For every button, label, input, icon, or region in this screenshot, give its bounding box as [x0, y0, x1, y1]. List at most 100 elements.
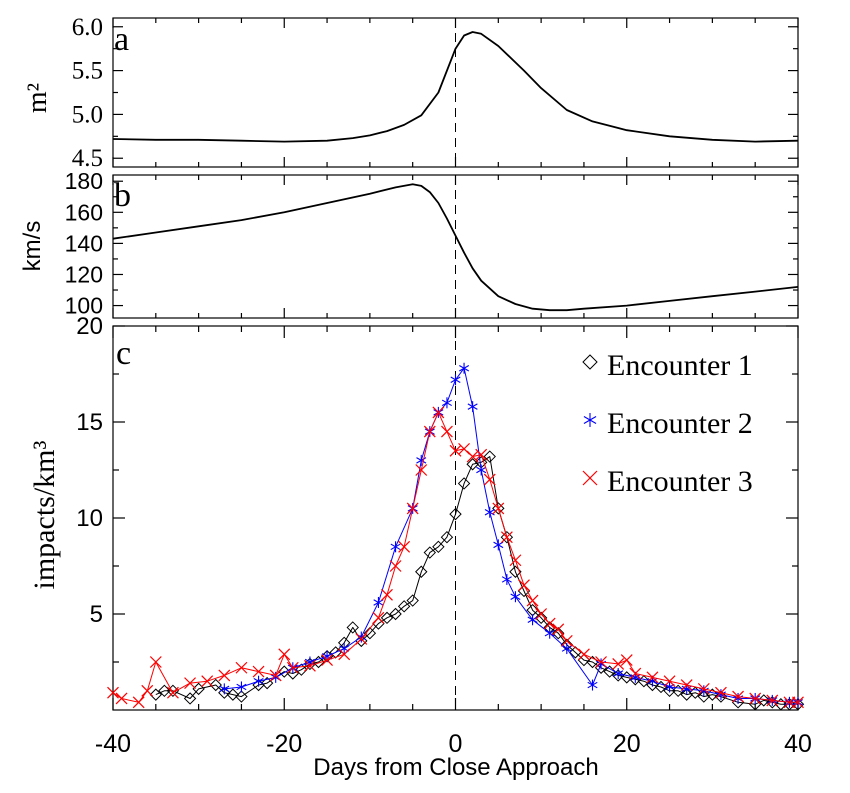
encounter-3-point	[578, 648, 590, 661]
encounter-3-point	[766, 694, 779, 707]
x-axis-label: Days from Close Approach	[313, 754, 598, 781]
panel-b-ytick-label-160: 160	[65, 199, 103, 225]
x-tick-label-minus-20: -20	[266, 730, 302, 758]
encounter-2-point-stroke	[450, 376, 461, 383]
encounter-3-point-stroke	[449, 444, 462, 457]
encounter-3-point-stroke	[783, 696, 796, 709]
legend-label-encounter-3: Encounter 3	[607, 465, 753, 498]
encounter-3-point-stroke	[620, 654, 633, 667]
encounter-3-point-stroke	[749, 692, 762, 705]
encounter-3-point	[492, 502, 505, 515]
encounter-3-point-stroke	[458, 442, 470, 455]
encounter-2-point	[459, 362, 470, 374]
legend-marker-symbol-stroke	[582, 470, 598, 486]
encounter-2-point	[476, 464, 487, 476]
encounter-2-point-stroke	[322, 653, 333, 660]
encounter-3-point-stroke	[697, 682, 710, 695]
encounter-3-point-stroke	[235, 661, 248, 674]
encounter-1-point-diamond	[714, 690, 728, 703]
encounter-1-point-diamond	[689, 686, 702, 699]
encounter-3-point	[184, 677, 196, 690]
encounter-1-point-diamond	[209, 678, 222, 692]
encounter-2-point-stroke	[219, 685, 230, 693]
encounter-2-point-stroke	[467, 403, 478, 410]
encounter-3-point-stroke	[466, 450, 479, 463]
encounter-3-point-stroke	[475, 448, 488, 461]
encounter-3-line	[112, 411, 798, 703]
encounter-1-point	[260, 676, 274, 690]
encounter-3-point	[612, 657, 625, 670]
encounter-1-point	[457, 477, 471, 490]
encounter-3-point-stroke	[115, 692, 128, 705]
encounter-3-point-stroke	[492, 502, 505, 515]
encounter-3-point	[235, 661, 248, 674]
legend-marker-encounter-1	[582, 354, 598, 370]
encounter-3-point	[620, 654, 633, 667]
panel-b-ytick-label-100: 100	[65, 293, 103, 319]
encounter-2-point-stroke	[681, 685, 692, 693]
encounter-3-point	[629, 667, 642, 680]
encounter-3-point-stroke	[149, 656, 162, 668]
encounter-2-point-stroke	[390, 543, 401, 551]
encounter-3-point-stroke	[792, 696, 804, 709]
encounter-3-point	[526, 594, 539, 607]
encounter-3-point-stroke	[389, 560, 402, 572]
encounter-2-point-stroke	[304, 658, 315, 666]
encounter-3-point-stroke	[381, 588, 393, 601]
encounter-3-point	[518, 579, 530, 592]
encounter-3-point	[141, 684, 154, 697]
encounter-2-point-stroke	[587, 681, 598, 689]
encounter-1-point-diamond	[483, 450, 496, 463]
panel-c-ytick-label-10: 10	[76, 505, 103, 532]
encounter-2-point	[441, 397, 452, 409]
encounter-1-point-diamond	[295, 663, 308, 676]
encounter-1-point-diamond	[432, 540, 445, 554]
panel-a: a m² 4.5 5.0 5.5 6.0	[22, 14, 799, 172]
encounter-2-point-stroke	[373, 599, 384, 606]
encounter-1-point	[714, 690, 728, 703]
encounter-3-point	[149, 656, 162, 668]
encounter-1-point	[183, 692, 197, 705]
encounter-1-point	[449, 507, 462, 521]
encounter-1-point	[295, 663, 308, 676]
encounter-2-point	[253, 675, 264, 687]
encounter-3-point	[218, 669, 231, 682]
encounter-1-point-diamond	[500, 530, 514, 544]
encounter-3-point-stroke	[441, 425, 453, 438]
encounter-3-point-stroke	[372, 611, 385, 624]
encounter-3-point	[304, 659, 316, 672]
encounter-3-point-stroke	[132, 696, 145, 709]
encounter-1-point	[603, 665, 616, 678]
encounter-1-point	[363, 626, 377, 640]
encounter-1-point-diamond	[158, 684, 171, 698]
encounter-3-point-stroke	[732, 690, 744, 703]
encounter-1-point-diamond	[552, 626, 565, 640]
encounter-2-point	[373, 596, 384, 608]
encounter-3-point	[792, 696, 804, 709]
encounter-3-point-stroke	[578, 648, 590, 661]
encounter-2-point	[236, 681, 247, 693]
encounter-3-point-stroke	[509, 554, 522, 567]
panel-c-ytick-label-20: 20	[76, 313, 103, 340]
encounter-1-point-diamond	[706, 688, 719, 701]
encounter-1-point	[226, 688, 240, 701]
encounter-3-point-stroke	[535, 608, 548, 620]
encounter-3-point	[535, 608, 548, 620]
encounter-2-point-stroke	[493, 541, 504, 549]
encounter-3-point	[509, 554, 522, 567]
encounter-3-point	[663, 675, 676, 688]
encounter-2-point	[544, 627, 555, 639]
encounter-1-point-diamond	[637, 674, 651, 688]
encounter-1-point	[432, 540, 445, 554]
panel-a-ytick-label-4.5: 4.5	[72, 145, 103, 172]
encounter-1-point	[397, 600, 411, 613]
encounter-3-point	[389, 560, 402, 572]
encounter-1-point-diamond	[440, 530, 454, 544]
panel-a-ytick-label-5.0: 5.0	[72, 101, 103, 128]
x-tick-label-40: 40	[784, 730, 812, 758]
encounter-3-point	[543, 617, 556, 630]
encounter-3-point-stroke	[406, 502, 419, 515]
panel-b-ytick-label-180: 180	[65, 168, 103, 194]
encounter-1-point	[620, 671, 633, 684]
encounter-3-point	[441, 425, 453, 438]
